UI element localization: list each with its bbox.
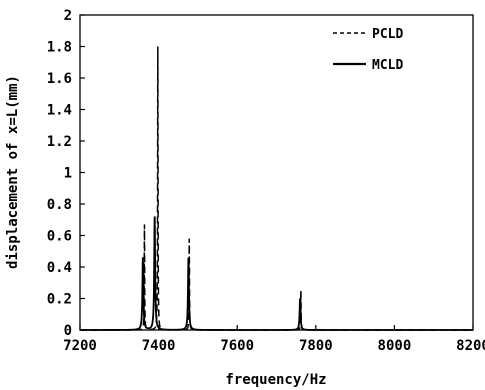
y-tick-label: 2 (64, 8, 72, 24)
x-axis-label: frequency/Hz (225, 372, 326, 388)
series-line-mcld (80, 216, 473, 331)
x-tick-label: 7200 (63, 338, 97, 354)
y-tick-label: 0 (64, 323, 72, 339)
legend-label-mcld: MCLD (372, 58, 403, 73)
y-tick-label: 0.8 (47, 197, 72, 213)
series (80, 46, 473, 331)
plot-frame (79, 14, 474, 331)
y-tick-label: 0.2 (47, 292, 72, 308)
plot-area-border (79, 14, 474, 331)
y-axis-label: displacement of x=L(mm) (5, 75, 21, 269)
legend: PCLD MCLD (333, 27, 403, 73)
x-tick-label: 8000 (378, 338, 412, 354)
x-tick-label: 7800 (299, 338, 333, 354)
y-tick-label: 0.6 (47, 229, 72, 245)
y-tick-label: 1.4 (47, 103, 72, 119)
y-tick-label: 1.6 (47, 71, 72, 87)
x-tick-label: 7600 (220, 338, 254, 354)
x-tick-label: 7400 (142, 338, 176, 354)
y-tick-label: 1.8 (47, 40, 72, 56)
y-tick-label: 0.4 (47, 260, 72, 276)
legend-label-pcld: PCLD (372, 27, 403, 42)
series-line-pcld (80, 46, 473, 331)
y-tick-label: 1.2 (47, 134, 72, 150)
y-tick-label: 1 (64, 166, 72, 182)
